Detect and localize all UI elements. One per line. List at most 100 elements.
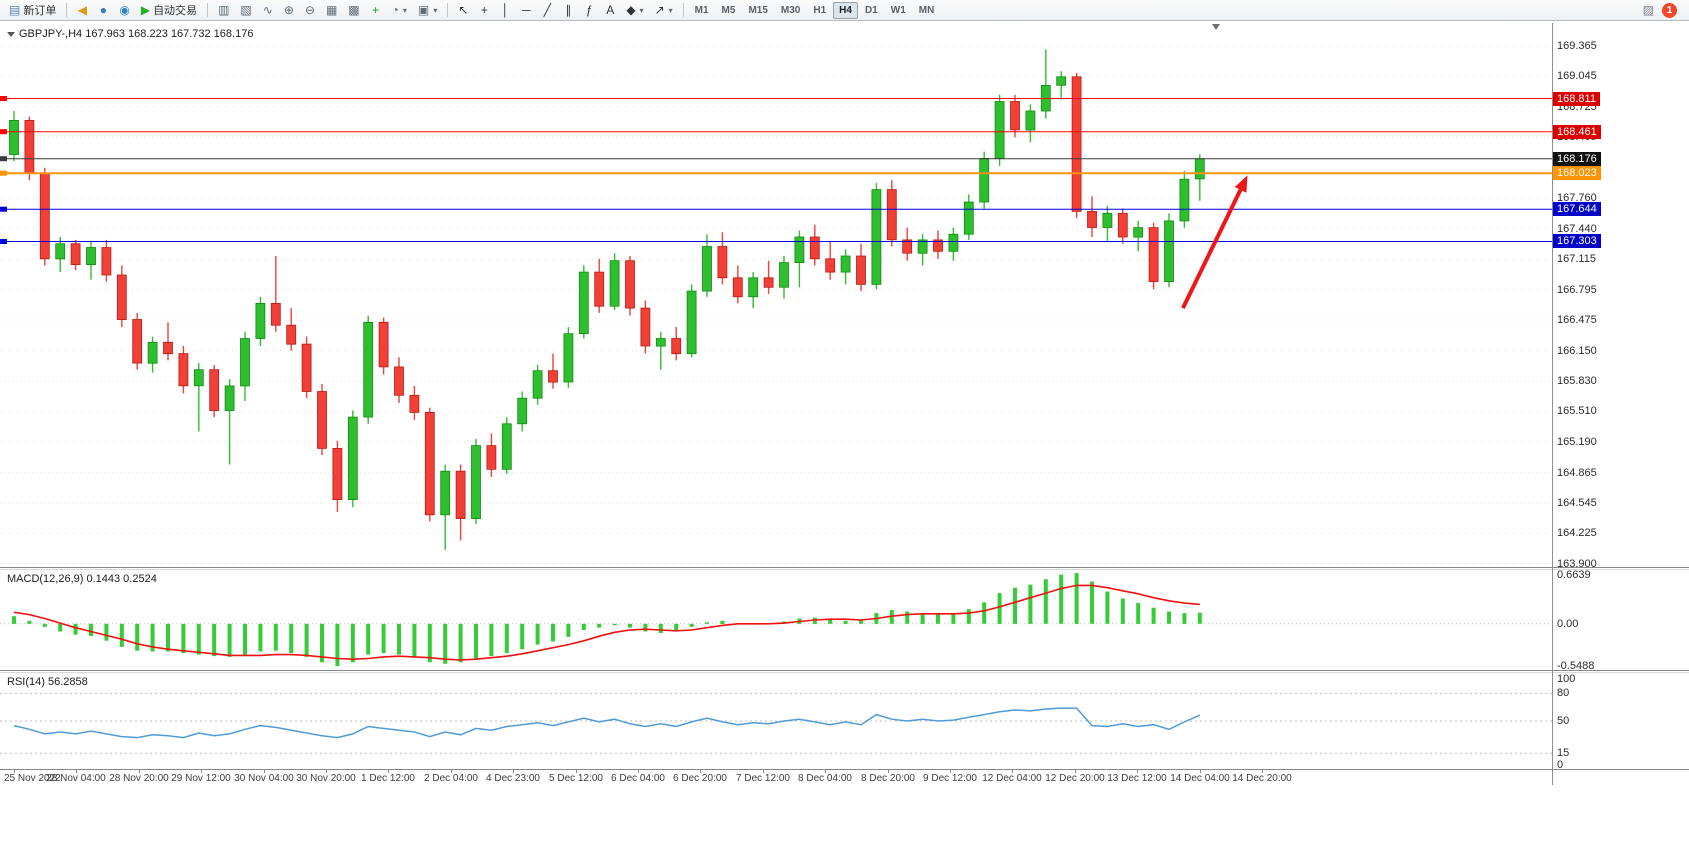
crosshair-icon: + [480,3,488,17]
cursor-icon[interactable]: ↖ [453,1,473,19]
text-icon[interactable]: A [600,1,620,19]
timeframe-m5-button[interactable]: M5 [721,4,736,16]
zoom-out-icon[interactable]: ⊖ [300,1,320,19]
tile-windows-icon[interactable]: ▦ [321,1,342,19]
timeframe-mn-button[interactable]: MN [918,4,935,16]
price-tick-label: 166.795 [1557,283,1597,296]
time-tick [1262,769,1263,773]
timeframe-m1-button[interactable]: M1 [694,4,709,16]
time-axis-label: 25 Nov 2022 [4,773,61,784]
ohlc-collapse-icon[interactable] [7,31,15,37]
time-tick [763,769,764,773]
hline-167.303[interactable] [0,239,1552,244]
price-line-badge: 168.461 [1553,124,1601,139]
data-window-icon[interactable]: ◉ [114,1,134,19]
periods-icon-dropdown-caret[interactable]: ▾ [402,5,407,15]
label-icon[interactable]: ◆ ▾ [621,1,648,19]
time-axis-label: 12 Dec 04:00 [982,773,1042,784]
candle-chart-icon: ▧ [240,3,252,17]
line-chart-icon[interactable]: ∿ [258,1,278,19]
fibonacci-icon[interactable]: ƒ [579,1,599,19]
hline-168.461[interactable] [0,129,1552,135]
time-axis-label: 5 Dec 12:00 [549,773,603,784]
crosshair-icon[interactable]: + [474,1,494,19]
price-tick-label: 165.830 [1557,375,1597,388]
timeframe-m15-button[interactable]: M15 [748,4,768,16]
time-tick [825,769,826,773]
rsi-panel-chart[interactable] [0,673,1552,769]
price-line-badge: 167.644 [1553,202,1601,217]
auto-arrange-icon[interactable]: ▩ [343,1,364,19]
rsi-panel-divider[interactable] [0,670,1689,673]
new-order-button[interactable]: ▤ 新订单 [4,1,61,19]
time-tick [576,769,577,773]
time-tick [1200,769,1201,773]
templates-icon-dropdown-caret[interactable]: ▾ [433,5,438,15]
price-tick-label: 165.510 [1557,405,1597,418]
trendline-icon[interactable]: ╱ [537,1,557,19]
time-axis-label: 28 Nov 20:00 [109,773,169,784]
time-axis-label: 28 Nov 04:00 [46,773,106,784]
horizontal-line-icon[interactable]: ─ [516,1,536,19]
toolbar: ▤ 新订单 ◀ ● ◉ ▶ 自动交易 ▥ ▧ ∿ ⊕ ⊖ ▦ ▩ + ◔ ▾ ▣ ▾ ↖ + │ ─ ╱ ∥ ƒ A ◆ ▾ ↗ ▾ M1 M5… [0,0,1689,21]
indicators-icon: + [372,3,380,17]
timeframe-h1-button[interactable]: H1 [813,4,827,16]
price-tick-label: 169.365 [1557,40,1597,53]
macd-signal-line [13,584,1200,661]
time-axis-label: 2 Dec 04:00 [424,773,478,784]
new-order-button-label: 新订单 [23,5,57,17]
macd-panel-chart[interactable] [0,570,1552,670]
hline-168.023[interactable] [0,170,1552,176]
periods-icon[interactable]: ◔ ▾ [387,1,412,19]
annotation-arrow-up[interactable] [1181,175,1248,309]
rsi-axis-label: 0 [1557,759,1564,771]
timeframe-w1-button[interactable]: W1 [890,4,906,16]
candle-chart-icon[interactable]: ▧ [235,1,256,19]
time-tick [388,769,389,773]
chart-shift-marker[interactable] [1212,24,1220,30]
chart-symbol-label: GBPJPY-,H4 167.963 168.223 167.732 168.1… [7,28,253,40]
autotrade-button[interactable]: ▶ 自动交易 [136,1,202,19]
time-axis-label: 8 Dec 20:00 [861,773,915,784]
time-axis-label: 9 Dec 12:00 [923,773,977,784]
vertical-line-icon[interactable]: │ [495,1,515,19]
timeframe-m30-button[interactable]: M30 [780,4,801,16]
hline-168.811[interactable] [0,96,1552,101]
time-tick [1075,769,1076,773]
timeframe-h4-button[interactable]: H4 [833,1,858,19]
hline-167.644[interactable] [0,206,1552,212]
price-line-badge: 168.023 [1553,166,1601,181]
label-icon-dropdown-caret[interactable]: ▾ [639,5,644,15]
macd-histogram [12,573,1202,667]
timeframe-d1-button[interactable]: D1 [864,4,878,16]
chart-list-icon[interactable]: ▨ [1642,3,1654,17]
price-scale-separator[interactable] [1552,23,1553,785]
announcement-icon[interactable]: ◀ [72,1,92,19]
label-icon: ◆ [626,3,636,17]
fibonacci-icon: ƒ [585,3,593,17]
candlestick-series [9,49,1205,550]
arrows-icon: ↗ [654,3,665,17]
time-axis-label: 4 Dec 23:00 [486,773,540,784]
main-price-chart[interactable] [0,23,1552,567]
price-line-badge: 168.176 [1553,151,1601,166]
arrows-icon[interactable]: ↗ ▾ [650,1,678,19]
indicators-icon[interactable]: + [366,1,386,19]
time-tick [326,769,327,773]
market-watch-icon[interactable]: ● [93,1,113,19]
chart-window: GBPJPY-,H4 167.963 168.223 167.732 168.1… [0,21,1689,860]
macd-axis-label: 0.00 [1557,617,1579,630]
channel-icon: ∥ [565,3,572,17]
macd-panel-divider[interactable] [0,567,1689,570]
horizontal-line-icon: ─ [522,3,531,17]
hline-168.176[interactable] [0,156,1552,162]
templates-icon[interactable]: ▣ ▾ [413,1,442,19]
arrows-icon-dropdown-caret[interactable]: ▾ [668,5,673,15]
toolbar-separator [66,3,68,17]
bar-chart-icon[interactable]: ▥ [213,1,234,19]
notification-badge[interactable]: 1 [1662,2,1677,18]
zoom-in-icon[interactable]: ⊕ [279,1,299,19]
vertical-line-icon: │ [501,3,510,17]
announcement-icon: ◀ [77,3,87,17]
channel-icon[interactable]: ∥ [558,1,578,19]
